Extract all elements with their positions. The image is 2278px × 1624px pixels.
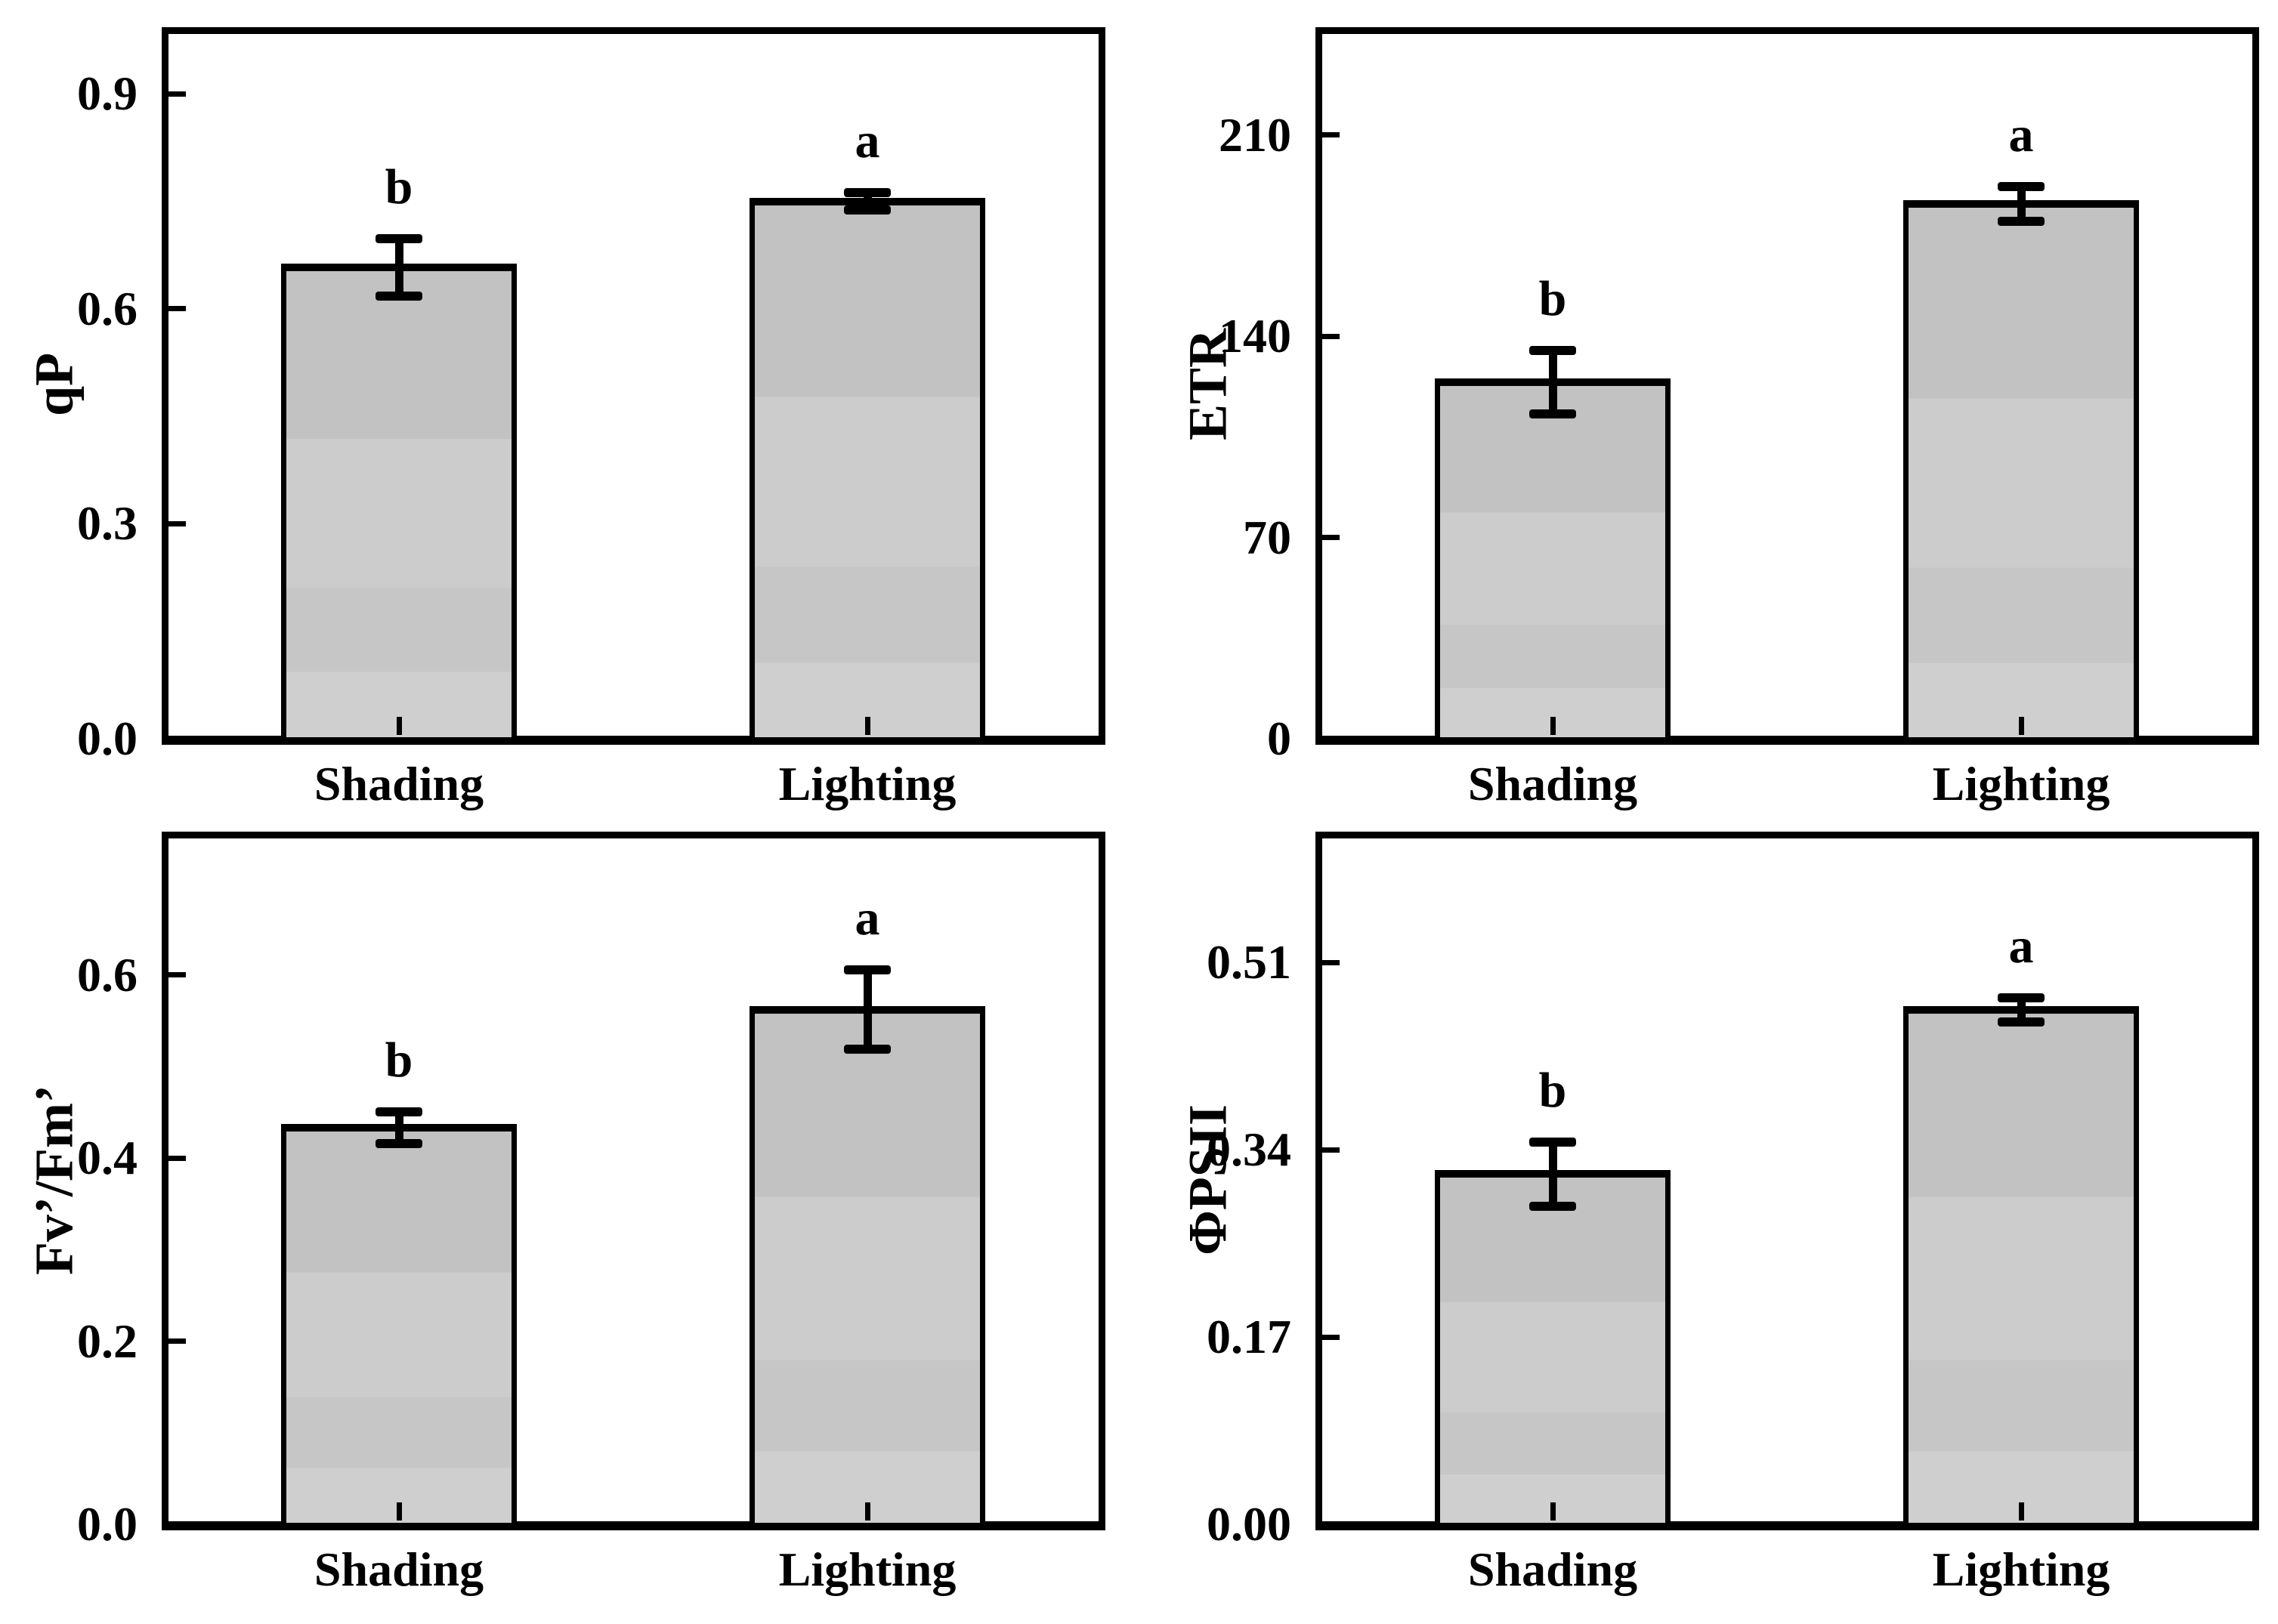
- category-label: Shading: [1467, 757, 1638, 810]
- y-axis-tick: [168, 91, 186, 97]
- error-bar-cap-top: [1529, 346, 1576, 356]
- category-label: Shading: [1467, 1542, 1638, 1596]
- error-bar-cap-top: [1998, 182, 2045, 192]
- y-tick-label: 0.17: [1207, 1310, 1291, 1364]
- y-tick-label: 0.2: [77, 1314, 138, 1368]
- y-tick-label: 0.34: [1207, 1122, 1291, 1177]
- y-axis-title: qP: [23, 352, 85, 417]
- bar-lighting: [750, 1005, 985, 1528]
- error-bar-cap-bottom: [1998, 1017, 2045, 1027]
- error-bar-line: [863, 970, 872, 1049]
- x-axis-tick: [1550, 717, 1556, 735]
- y-tick-label: 0.0: [77, 1497, 138, 1551]
- y-axis-title: ETR: [1177, 328, 1238, 441]
- y-axis-tick: [1321, 132, 1340, 138]
- error-bar-cap-top: [1529, 1137, 1576, 1147]
- error-bar-line: [394, 238, 403, 296]
- category-label: Lighting: [1932, 1542, 2110, 1596]
- category-label: Shading: [314, 1542, 484, 1596]
- x-axis-tick: [2018, 1502, 2024, 1521]
- y-tick-label: 210: [1219, 107, 1291, 162]
- y-axis-tick: [1321, 333, 1340, 339]
- bar-shading: [281, 1123, 517, 1528]
- bar-shading: [281, 263, 517, 743]
- error-bar-cap-bottom: [844, 205, 891, 215]
- y-axis-tick: [168, 1155, 186, 1161]
- error-bar-line: [2017, 187, 2026, 221]
- bar-lighting: [1903, 1005, 2139, 1528]
- error-bar-cap-bottom: [1529, 1201, 1576, 1211]
- category-label: Lighting: [778, 1542, 957, 1596]
- error-bar-cap-bottom: [1998, 216, 2045, 226]
- y-axis-tick: [168, 972, 186, 977]
- category-label: Lighting: [1932, 757, 2110, 810]
- significance-letter: b: [1538, 271, 1567, 327]
- y-axis-title: Fv’/Fm’: [23, 1084, 85, 1275]
- bar-shading: [1435, 1170, 1671, 1528]
- y-tick-label: 70: [1243, 510, 1291, 564]
- significance-letter: a: [2008, 918, 2034, 974]
- y-axis-tick: [168, 520, 186, 526]
- x-axis-tick: [864, 717, 870, 735]
- y-tick-label: 140: [1219, 309, 1291, 363]
- error-bar-line: [2017, 997, 2026, 1022]
- y-axis-tick: [168, 1338, 186, 1344]
- y-axis-tick: [1321, 1334, 1340, 1340]
- x-axis-tick: [396, 717, 402, 735]
- bar-lighting: [750, 197, 985, 743]
- error-bar-cap-top: [844, 188, 891, 198]
- y-axis-tick: [1321, 1147, 1340, 1153]
- significance-letter: b: [385, 159, 413, 215]
- significance-letter: a: [855, 891, 880, 946]
- significance-letter: a: [2008, 107, 2034, 163]
- error-bar-line: [1548, 1141, 1557, 1206]
- significance-letter: b: [385, 1033, 413, 1088]
- error-bar-line: [863, 193, 872, 211]
- x-axis-tick: [864, 1502, 870, 1521]
- error-bar-cap-top: [376, 1107, 422, 1117]
- category-label: Shading: [314, 757, 484, 810]
- error-bar-line: [394, 1112, 403, 1144]
- y-axis-tick: [168, 306, 186, 312]
- x-axis-tick: [2018, 717, 2024, 735]
- y-tick-label: 0.51: [1207, 935, 1291, 990]
- error-bar-cap-bottom: [844, 1044, 891, 1054]
- error-bar-cap-bottom: [1529, 409, 1576, 418]
- error-bar-cap-bottom: [376, 1138, 422, 1148]
- y-tick-label: 0.3: [77, 496, 138, 551]
- y-axis-tick: [1321, 959, 1340, 965]
- error-bar-cap-top: [844, 965, 891, 975]
- y-axis-tick: [1321, 535, 1340, 541]
- y-tick-label: 0: [1267, 712, 1291, 765]
- y-tick-label: 0.9: [77, 66, 138, 121]
- y-tick-label: 0.00: [1207, 1497, 1291, 1551]
- error-bar-cap-top: [1998, 993, 2045, 1002]
- significance-letter: a: [855, 113, 880, 169]
- x-axis-tick: [1550, 1502, 1556, 1521]
- y-axis-title: ΦPSII: [1177, 1104, 1238, 1255]
- error-bar-cap-bottom: [376, 291, 422, 301]
- category-label: Lighting: [778, 757, 957, 810]
- y-tick-label: 0.4: [77, 1131, 138, 1184]
- y-tick-label: 0.6: [77, 947, 138, 1002]
- error-bar-cap-top: [376, 233, 422, 243]
- x-axis-tick: [396, 1502, 402, 1521]
- error-bar-line: [1548, 350, 1557, 414]
- bar-shading: [1435, 378, 1671, 743]
- bar-lighting: [1903, 199, 2139, 743]
- significance-letter: b: [1538, 1062, 1567, 1118]
- y-tick-label: 0.6: [77, 281, 138, 335]
- y-tick-label: 0.0: [77, 712, 138, 765]
